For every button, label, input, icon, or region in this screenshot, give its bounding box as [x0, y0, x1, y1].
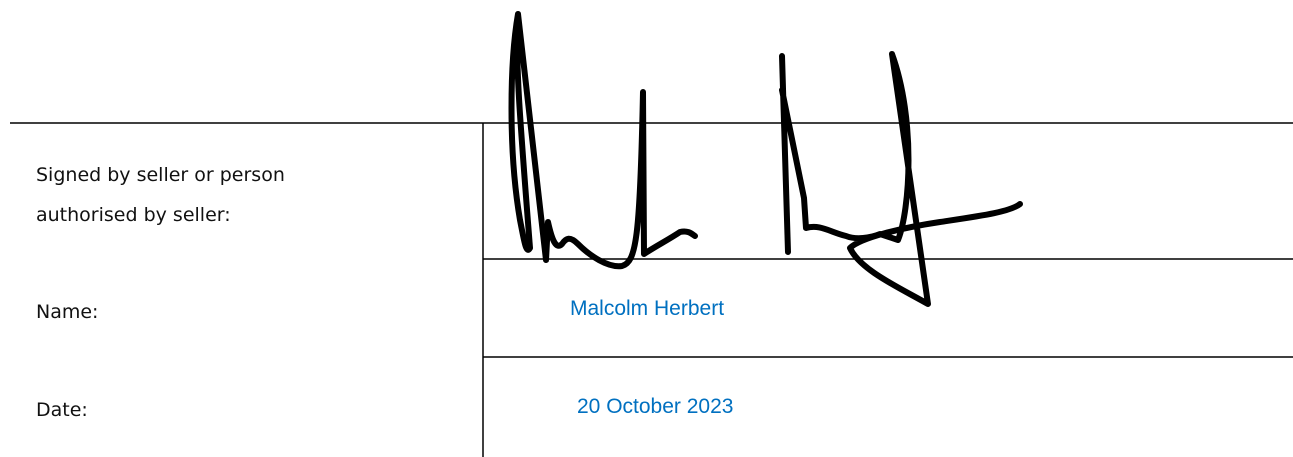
row-value: Malcolm Herbert [570, 297, 725, 320]
row-value: 20 October 2023 [577, 395, 734, 418]
signature [508, 11, 1023, 307]
row-label: Date: [36, 399, 88, 421]
row-label: Name: [36, 301, 99, 323]
row-label: Signed by seller or person [36, 164, 285, 186]
row-label: authorised by seller: [36, 204, 231, 226]
